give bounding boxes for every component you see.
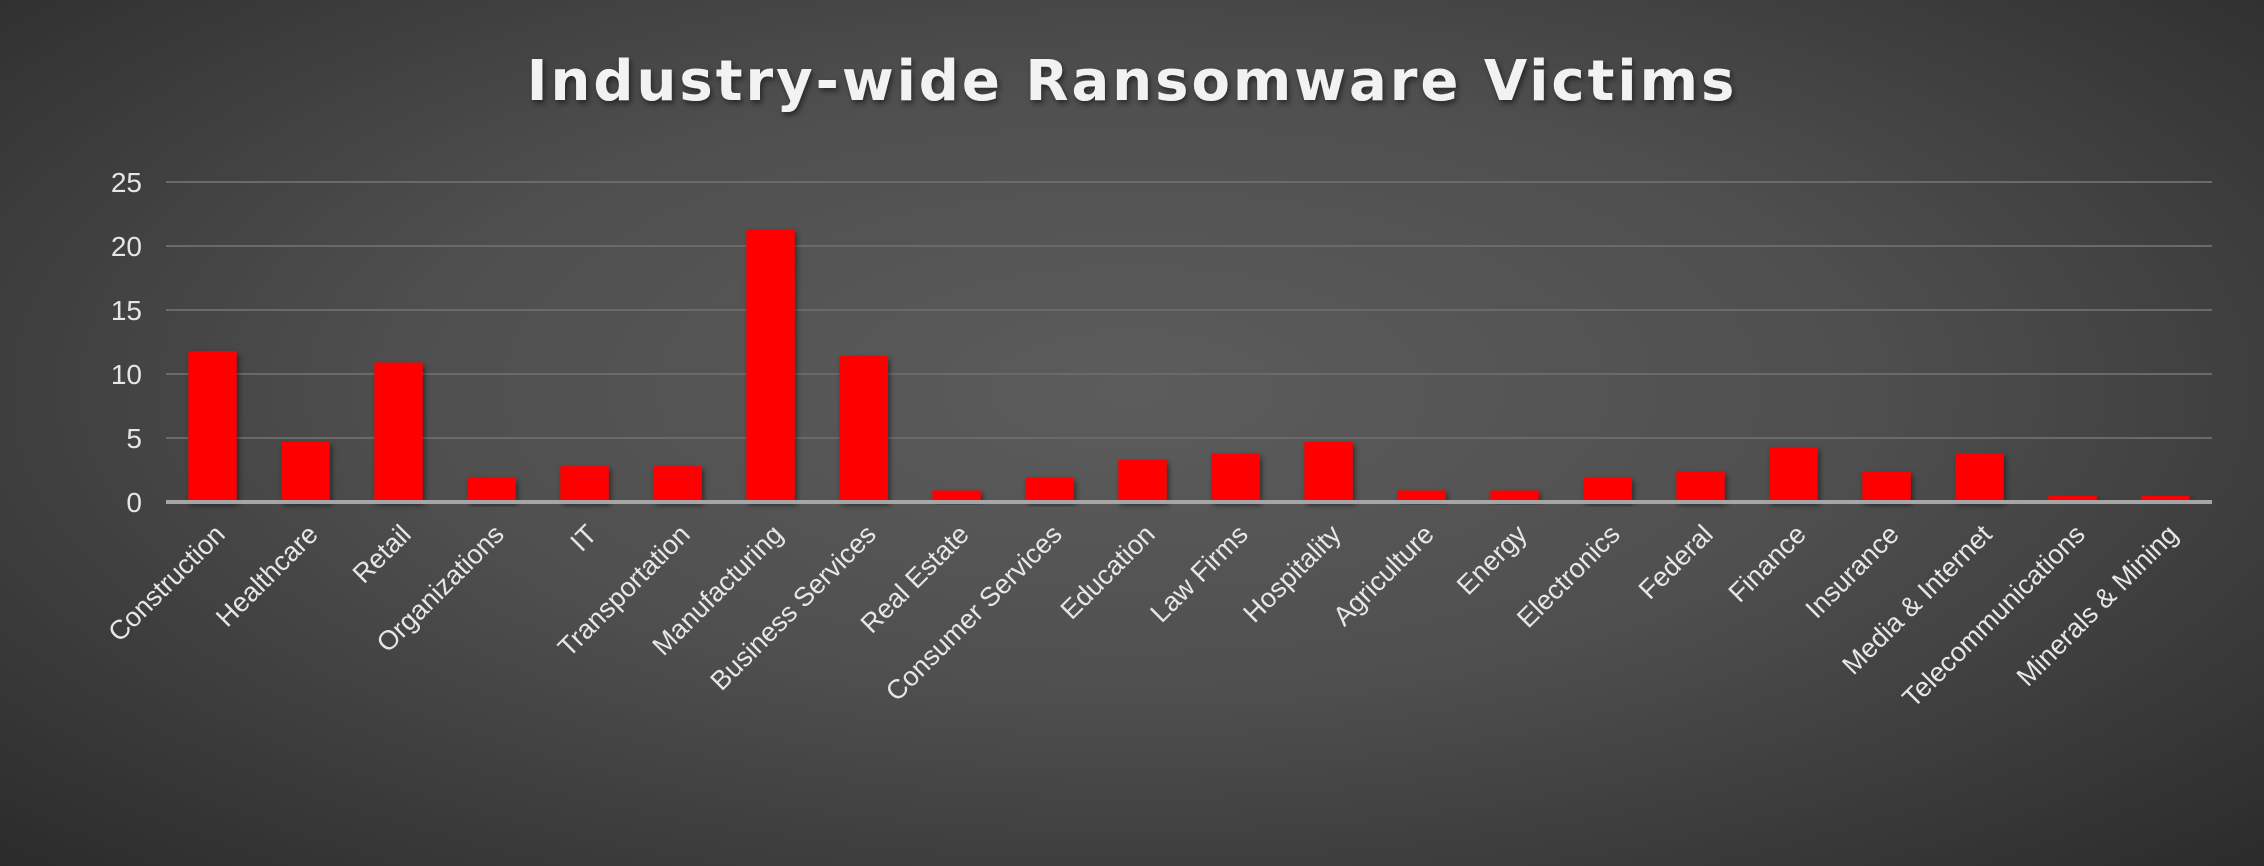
x-tick-label: Retail <box>347 519 417 589</box>
bar <box>1211 453 1260 502</box>
x-tick-label: Consumer Services <box>880 519 1068 707</box>
bar <box>1025 477 1074 502</box>
x-tick-label: Healthcare <box>210 519 324 633</box>
bar <box>2141 495 2190 502</box>
x-tick-label: Law Firms <box>1144 519 1253 628</box>
bar <box>467 477 516 502</box>
x-tick-label: Agriculture <box>1327 519 1439 631</box>
y-tick-label: 0 <box>126 487 142 518</box>
bar <box>1676 471 1725 502</box>
bar <box>1955 453 2004 502</box>
bar <box>653 466 702 502</box>
y-tick-label: 15 <box>111 295 142 326</box>
bar <box>746 229 795 503</box>
x-tick-label: Finance <box>1723 519 1812 608</box>
bar <box>281 441 330 502</box>
gridlines <box>166 181 2212 439</box>
bar <box>1862 471 1911 502</box>
y-tick-label: 25 <box>111 167 142 198</box>
x-tick-label: Construction <box>102 519 230 647</box>
bar <box>2048 495 2097 502</box>
y-tick-label: 10 <box>111 359 142 390</box>
x-tick-label: Education <box>1055 519 1161 625</box>
bar <box>932 490 981 502</box>
x-tick-label: Telecommunications <box>1897 519 2091 713</box>
bar <box>1397 490 1446 502</box>
bar <box>1769 446 1818 502</box>
x-tick-label: Energy <box>1451 519 1533 601</box>
bar <box>1118 459 1167 502</box>
bar <box>560 466 609 502</box>
bar <box>1304 441 1353 502</box>
x-tick-label: Federal <box>1633 519 1719 605</box>
y-axis-ticks: 0 5 10 15 20 25 <box>111 167 142 518</box>
x-tick-label: IT <box>565 519 603 557</box>
bars <box>188 229 2190 503</box>
x-tick-label: Business Services <box>705 519 882 696</box>
bar <box>188 350 237 502</box>
y-tick-label: 20 <box>111 231 142 262</box>
bar <box>374 362 423 502</box>
bar <box>839 356 888 502</box>
bar <box>1583 477 1632 502</box>
chart-title: Industry-wide Ransomware Victims <box>527 49 1738 114</box>
x-tick-label: Minerals & Mining <box>2011 519 2184 692</box>
bar <box>1490 490 1539 502</box>
y-tick-label: 5 <box>126 423 142 454</box>
